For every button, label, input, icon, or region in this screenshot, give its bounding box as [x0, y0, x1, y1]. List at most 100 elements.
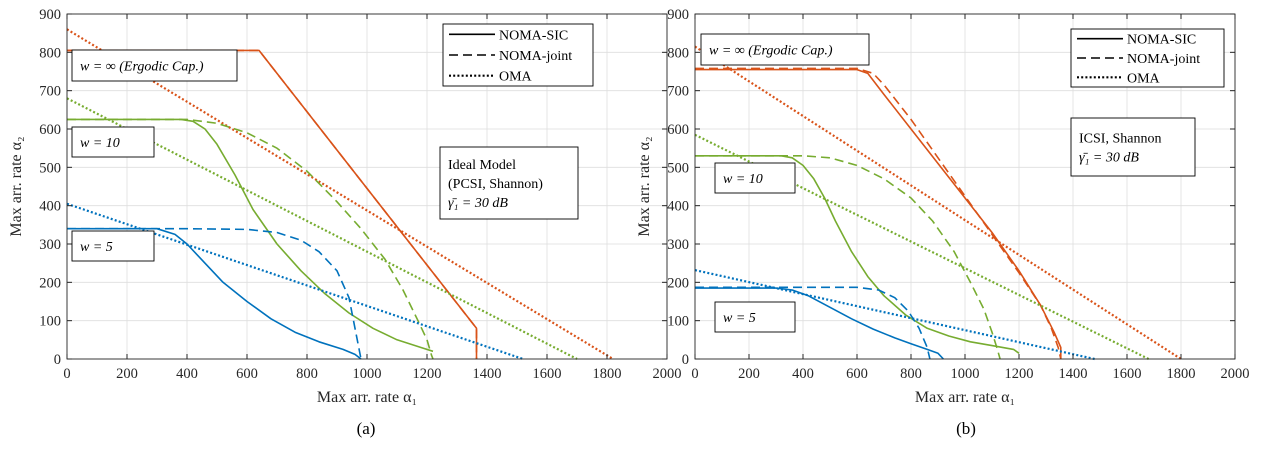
x-tick-label: 800	[900, 366, 922, 382]
y-tick-label: 0	[54, 352, 61, 368]
annotation-text: w = 5	[723, 311, 756, 326]
y-axis-label: Max arr. rate α₂	[8, 136, 25, 236]
annotation-text: γ̄₁ = 30 dB	[448, 196, 508, 211]
x-tick-label: 1000	[353, 366, 382, 382]
annotation-frame	[439, 146, 579, 220]
annotation-box: w = 10	[714, 162, 796, 194]
x-axis-label: Max arr. rate α₁	[915, 389, 1015, 406]
series-line-w_5-dashed	[695, 286, 931, 360]
annotation-box: Ideal Model (PCSI, Shannon) γ̄₁ = 30 dB	[439, 146, 579, 220]
legend: NOMA-SIC NOMA-joint OMA	[1070, 28, 1225, 88]
x-tick-label: 800	[296, 366, 318, 382]
annotation-text: w = 10	[80, 136, 120, 151]
series-line-w_inf-solid	[695, 68, 1062, 359]
x-tick-label: 0	[63, 366, 70, 382]
annotation-frame	[1070, 117, 1196, 177]
x-tick-label: 0	[691, 366, 698, 382]
x-tick-label: 1400	[1059, 366, 1088, 382]
legend-label: OMA	[1127, 71, 1161, 86]
legend-label: OMA	[499, 70, 533, 85]
x-tick-label: 600	[846, 366, 868, 382]
series-line-w_10-dotted	[66, 97, 578, 360]
subfigure-caption: (b)	[956, 419, 976, 438]
y-tick-label: 800	[667, 45, 689, 61]
annotation-frame	[714, 162, 796, 194]
x-axis-label: Max arr. rate α₁	[317, 389, 417, 406]
y-tick-label: 300	[39, 237, 61, 253]
y-tick-label: 500	[667, 160, 689, 176]
annotation-box: w = 5	[71, 230, 155, 262]
y-tick-label: 200	[667, 275, 689, 291]
x-tick-label: 400	[176, 366, 198, 382]
y-tick-label: 900	[667, 7, 689, 23]
x-tick-label: 2000	[1221, 366, 1250, 382]
legend-label: NOMA-SIC	[499, 28, 568, 43]
x-tick-label: 200	[738, 366, 760, 382]
y-tick-label: 400	[667, 199, 689, 215]
y-tick-label: 400	[39, 199, 61, 215]
annotation-text: Ideal Model	[448, 158, 516, 173]
series-line-w_5-dotted	[66, 202, 524, 361]
annotation-text: (PCSI, Shannon)	[448, 177, 543, 192]
x-tick-label: 1800	[593, 366, 622, 382]
y-tick-label: 200	[39, 275, 61, 291]
series-line-w_5-solid	[67, 227, 362, 360]
chart-panel-b: 0 200 400 600 800 1000 1200 1400 1600 1800 2000010…	[636, 7, 1250, 406]
x-tick-label: 1400	[473, 366, 502, 382]
series-line-w_10-dashed	[67, 118, 434, 360]
subfigure-caption: (a)	[357, 419, 376, 438]
y-tick-label: 600	[39, 122, 61, 138]
annotation-frame	[700, 33, 870, 66]
y-tick-label: 500	[39, 160, 61, 176]
y-tick-label: 300	[667, 237, 689, 253]
annotation-frame	[71, 49, 238, 82]
series-line-w_5-solid	[695, 287, 944, 360]
annotation-box: w = 5	[714, 301, 796, 333]
series-line-w_10-solid	[67, 118, 434, 353]
annotation-text: w = 10	[723, 172, 763, 187]
x-tick-label: 1200	[413, 366, 442, 382]
x-tick-label: 1600	[1113, 366, 1142, 382]
y-tick-label: 0	[682, 352, 689, 368]
x-tick-label: 1600	[533, 366, 562, 382]
series-line-w_inf-dotted	[66, 28, 614, 360]
annotation-frame	[71, 230, 155, 262]
x-tick-label: 2000	[653, 366, 682, 382]
x-tick-label: 200	[116, 366, 138, 382]
y-tick-label: 700	[39, 84, 61, 100]
series-line-w_5-dashed	[67, 227, 362, 360]
y-axis-label: Max arr. rate α₂	[636, 136, 653, 236]
series-line-w_5-dotted	[694, 269, 1095, 361]
legend: NOMA-SIC NOMA-joint OMA	[442, 23, 594, 87]
annotation-text: w = 5	[80, 240, 113, 255]
x-tick-label: 1200	[1005, 366, 1034, 382]
annotation-box: w = ∞ (Ergodic Cap.)	[700, 33, 870, 66]
y-tick-label: 800	[39, 45, 61, 61]
x-tick-label: 1800	[1167, 366, 1196, 382]
series-line-w_inf-dashed	[695, 67, 1062, 360]
y-tick-label: 100	[667, 314, 689, 330]
annotation-text: w = ∞ (Ergodic Cap.)	[80, 60, 204, 75]
x-tick-label: 400	[792, 366, 814, 382]
y-tick-label: 900	[39, 7, 61, 23]
annotation-text: w = ∞ (Ergodic Cap.)	[709, 44, 833, 59]
annotation-text: ICSI, Shannon	[1079, 132, 1161, 147]
annotation-box: ICSI, Shannon γ̄₁ = 30 dB	[1070, 117, 1196, 177]
x-tick-label: 600	[236, 366, 258, 382]
y-tick-label: 700	[667, 84, 689, 100]
legend-label: NOMA-joint	[499, 49, 572, 64]
annotation-frame	[714, 301, 796, 333]
annotation-frame	[71, 126, 155, 158]
legend-label: NOMA-SIC	[1127, 33, 1196, 48]
y-tick-label: 100	[39, 314, 61, 330]
annotation-box: w = 10	[71, 126, 155, 158]
x-tick-label: 1000	[951, 366, 980, 382]
y-tick-label: 600	[667, 122, 689, 138]
annotation-box: w = ∞ (Ergodic Cap.)	[71, 49, 238, 82]
chart-panel-a: 0 200 400 600 800 1000 1200 1400 1600 1800 2000 0 10…	[8, 7, 682, 406]
series-line-w_10-solid	[695, 155, 1020, 354]
legend-label: NOMA-joint	[1127, 52, 1200, 67]
series-line-w_10-dashed	[695, 155, 1001, 360]
annotation-text: γ̄₁ = 30 dB	[1079, 151, 1139, 166]
